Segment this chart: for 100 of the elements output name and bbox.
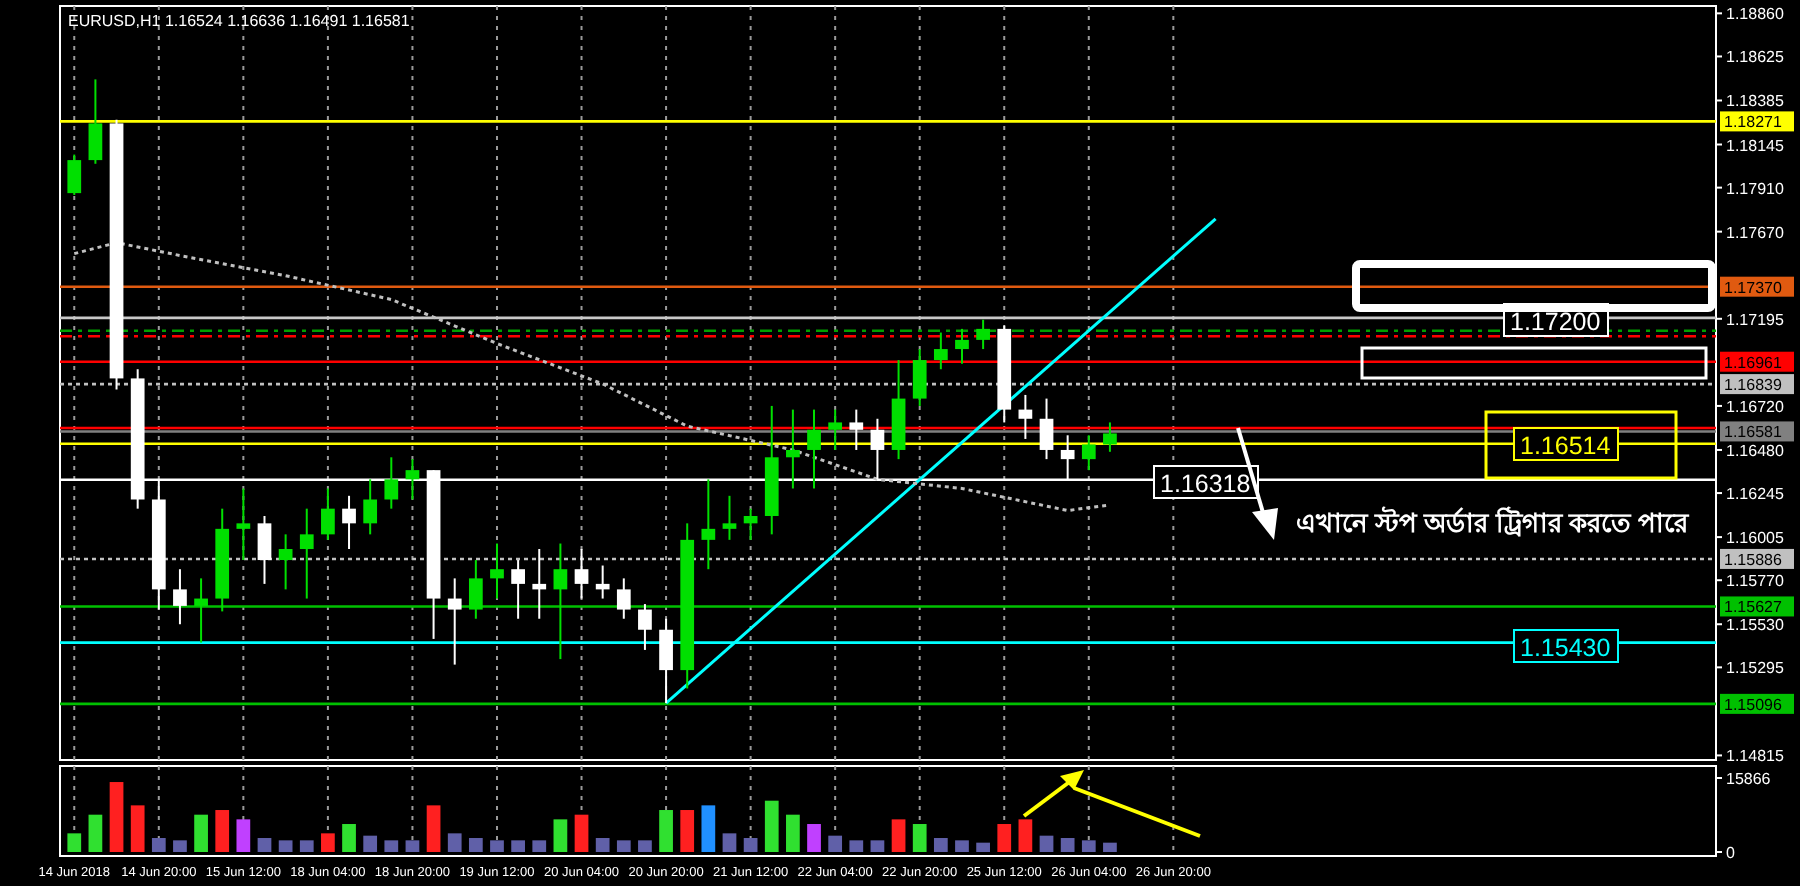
- bar: [933, 838, 948, 852]
- candlestick: [912, 348, 927, 407]
- bar: [299, 840, 314, 852]
- candlestick: [933, 331, 948, 371]
- y-tick-label: 1.15295: [1726, 659, 1785, 678]
- bar: [976, 842, 990, 852]
- candlestick: [511, 559, 525, 620]
- candlestick: [849, 408, 864, 451]
- candlestick: [976, 318, 990, 351]
- ref-line-label: 1.18271: [1724, 113, 1783, 132]
- y-tick-label: 1.17670: [1726, 223, 1785, 242]
- bar: [321, 833, 335, 852]
- candlestick: [595, 564, 610, 600]
- candlestick: [173, 568, 187, 626]
- annotation: 1.16514: [1520, 432, 1611, 460]
- bar: [722, 833, 737, 852]
- bar: [384, 840, 399, 852]
- ref-line-label: 1.16581: [1724, 423, 1783, 442]
- bar: [109, 782, 124, 852]
- bar: [173, 840, 187, 852]
- bar: [67, 833, 82, 852]
- ref-line-label: 1.16839: [1724, 376, 1783, 395]
- bar: [786, 814, 800, 852]
- y-tick-label: 1.18860: [1726, 5, 1785, 24]
- bar: [870, 840, 885, 852]
- bar: [490, 840, 504, 852]
- bar: [680, 810, 695, 852]
- bar: [278, 840, 293, 852]
- annotation: 1.15430: [1520, 634, 1611, 662]
- candlestick: [701, 478, 716, 571]
- y-tick-label: 1.16720: [1726, 397, 1785, 416]
- bar: [616, 840, 631, 852]
- bar: [891, 819, 906, 852]
- ref-line-label: 1.15096: [1724, 695, 1783, 714]
- bar: [257, 838, 272, 852]
- candlestick: [257, 515, 272, 585]
- y-tick-label: 15866: [1726, 770, 1772, 788]
- bar: [426, 805, 441, 852]
- candlestick: [363, 478, 378, 536]
- bar: [215, 810, 230, 852]
- y-tick-label: 1.18625: [1726, 48, 1785, 67]
- ref-line-label: 1.17370: [1724, 278, 1783, 297]
- bar: [849, 840, 864, 852]
- annotation: 1.17200: [1510, 308, 1601, 336]
- bar: [764, 800, 779, 852]
- bar: [743, 838, 758, 852]
- candlestick: [786, 408, 800, 490]
- candlestick: [743, 507, 758, 541]
- candlestick: [299, 507, 314, 600]
- candlestick: [1039, 397, 1054, 461]
- y-tick-label: 1.17910: [1726, 179, 1785, 198]
- y-tick-label: 1.15530: [1726, 616, 1785, 635]
- bar: [405, 840, 420, 852]
- candlestick: [236, 487, 251, 562]
- candlestick: [807, 408, 821, 490]
- y-tick-label: 1.16245: [1726, 485, 1785, 504]
- y-tick-label: 1.17195: [1726, 310, 1785, 329]
- bar: [912, 824, 927, 852]
- candlestick: [574, 548, 589, 600]
- y-tick-label: 1.14815: [1726, 747, 1785, 766]
- bar: [1103, 842, 1117, 852]
- bar: [1081, 840, 1096, 852]
- y-tick-label: 1.16480: [1726, 441, 1785, 460]
- bar: [828, 835, 843, 852]
- y-tick-label: 1.16005: [1726, 529, 1785, 548]
- bar: [997, 824, 1012, 852]
- y-tick-label: 0: [1726, 844, 1736, 862]
- candlestick: [616, 577, 631, 620]
- ref-line-label: 1.16961: [1724, 353, 1783, 372]
- bar: [1039, 835, 1054, 852]
- bar: [532, 840, 547, 852]
- bar: [363, 835, 378, 852]
- candlestick: [955, 327, 969, 365]
- candlestick: [659, 617, 673, 705]
- bar: [130, 805, 145, 852]
- candlestick: [67, 153, 82, 196]
- bar: [595, 838, 610, 852]
- chart-title: EURUSD,H1 1.16524 1.16636 1.16491 1.16581: [68, 12, 411, 30]
- y-tick-label: 1.18145: [1726, 136, 1785, 155]
- bar: [88, 814, 103, 852]
- bar: [574, 814, 589, 852]
- candlestick: [88, 78, 103, 165]
- bar: [151, 838, 166, 852]
- ref-line-label: 1.15627: [1724, 598, 1783, 617]
- candlestick: [1018, 393, 1033, 440]
- bar: [511, 840, 525, 852]
- bar: [1018, 819, 1033, 852]
- candlestick: [490, 542, 504, 600]
- bar: [468, 838, 483, 852]
- candlestick: [321, 487, 335, 541]
- candlestick: [342, 494, 356, 551]
- candlestick: [278, 533, 293, 591]
- bar: [553, 819, 568, 852]
- candlestick: [1103, 421, 1117, 453]
- bar: [447, 833, 462, 852]
- bar: [194, 814, 208, 852]
- candlestick: [553, 542, 568, 661]
- bar: [342, 824, 356, 852]
- candlestick: [447, 577, 462, 666]
- candlestick: [638, 603, 652, 651]
